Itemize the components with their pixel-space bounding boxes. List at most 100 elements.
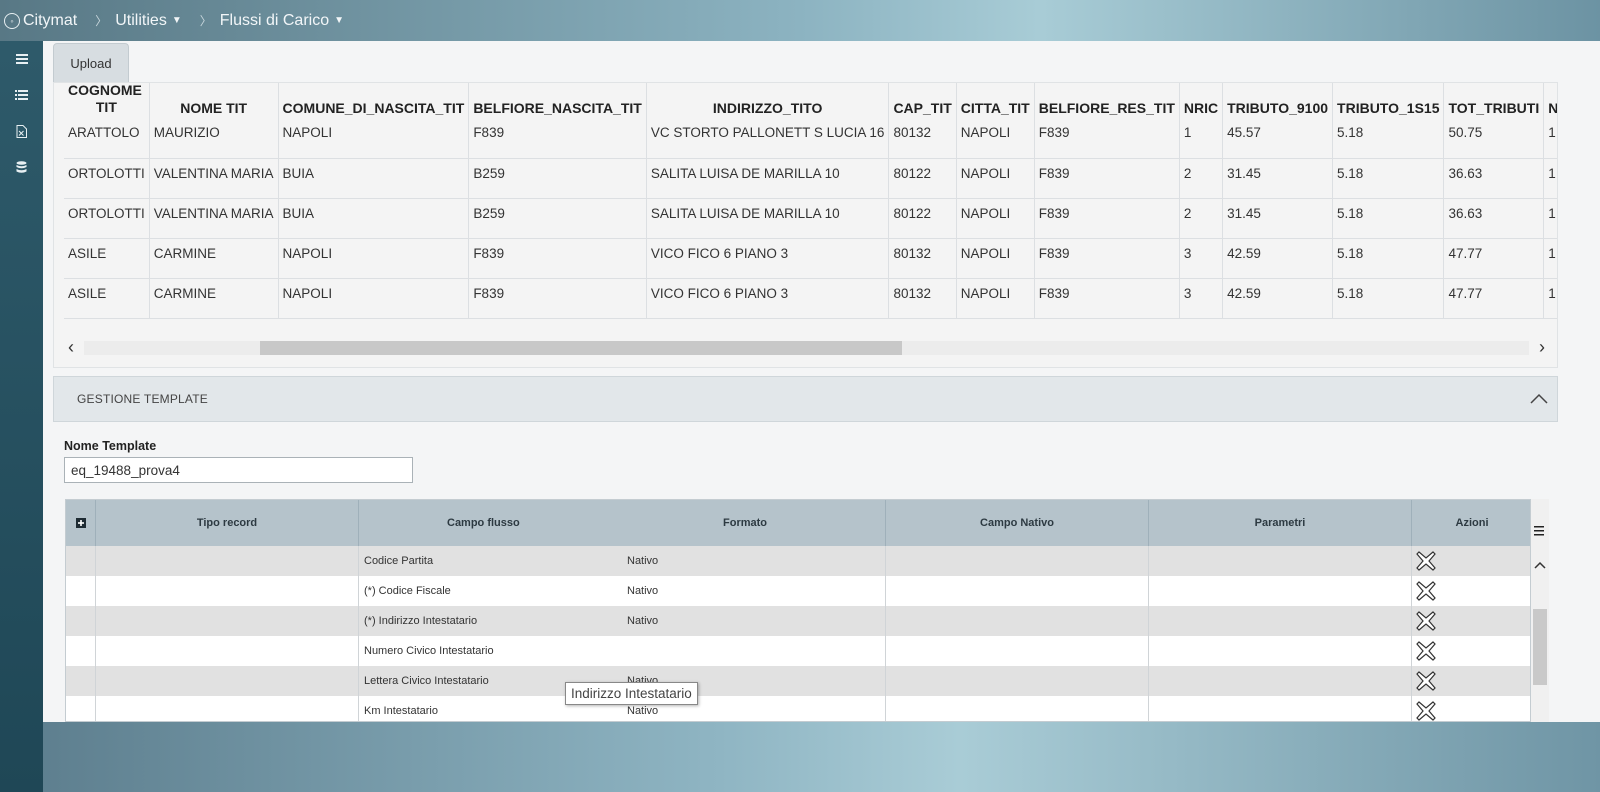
table-row[interactable]: ASILE CARMINE NAPOLI F839 VICO FICO 6 PIANO … xyxy=(64,238,1557,279)
cell: 2 xyxy=(1179,198,1224,239)
cell xyxy=(96,636,359,666)
cell: 80132 xyxy=(888,278,957,319)
database-icon[interactable] xyxy=(0,149,43,185)
cell: 42.59 xyxy=(1222,278,1334,319)
grid-menu-icon[interactable] xyxy=(1531,499,1549,545)
menu-flussi-di-carico[interactable]: Flussi di Carico ▼ xyxy=(220,12,344,30)
delete-icon[interactable] xyxy=(1412,576,1530,606)
row-handle[interactable] xyxy=(66,546,96,576)
column-header[interactable]: TRIBUTO_1S15 xyxy=(1332,83,1445,118)
formato-value: Nativo xyxy=(627,615,659,627)
column-header[interactable]: NOME TIT xyxy=(149,83,279,118)
table-row[interactable]: ORTOLOTTI VALENTINA MARIA BUIA B259 SALITA L… xyxy=(64,158,1557,199)
tooltip: Indirizzo Intestatario xyxy=(565,682,698,705)
table-row[interactable]: Km Intestatario Nativo xyxy=(66,696,1530,721)
column-header-azioni[interactable]: Azioni xyxy=(1455,517,1489,529)
cell: Km Intestatario Nativo xyxy=(359,696,886,721)
cell: (*) Indirizzo Intestatario Nativo xyxy=(359,606,886,636)
delete-icon[interactable] xyxy=(1412,636,1530,666)
cell: ORTOLOTTI xyxy=(64,158,150,199)
add-row-icon[interactable] xyxy=(66,500,96,546)
app-brand[interactable]: ◦ Citymat xyxy=(4,12,77,30)
column-header-tipo-record[interactable]: Tipo record xyxy=(96,500,359,546)
campo-flusso-value: Km Intestatario xyxy=(364,705,438,717)
horizontal-scrollbar[interactable]: ‹ › xyxy=(64,335,1549,359)
row-handle[interactable] xyxy=(66,696,96,721)
breadcrumb-separator-icon: 〉 xyxy=(199,14,212,28)
data-preview-panel: COGNOME TIT NOME TIT COMUNE_DI_NASCITA_TI… xyxy=(53,82,1558,368)
row-handle[interactable] xyxy=(66,666,96,696)
cell: 1 xyxy=(1179,118,1224,159)
table-row[interactable]: (*) Codice Fiscale Nativo xyxy=(66,576,1530,606)
scroll-left-icon[interactable]: ‹ xyxy=(68,337,74,357)
table-row[interactable]: ASILE CARMINE NAPOLI F839 VICO FICO 6 PIANO … xyxy=(64,278,1557,319)
menu-utilities[interactable]: Utilities ▼ xyxy=(115,12,181,30)
cell: NAPOLI xyxy=(278,238,470,279)
list-icon[interactable] xyxy=(0,77,43,113)
row-handle[interactable] xyxy=(66,576,96,606)
vertical-scrollbar[interactable] xyxy=(1531,499,1549,722)
cell: VICO FICO 6 PIANO 3 xyxy=(646,278,890,319)
column-header[interactable]: NRIC xyxy=(1179,83,1224,118)
gestione-template-header[interactable]: GESTIONE TEMPLATE xyxy=(53,376,1558,422)
scroll-up-icon[interactable] xyxy=(1534,561,1546,569)
cell: 42.59 xyxy=(1222,238,1334,279)
delete-icon[interactable] xyxy=(1412,666,1530,696)
grid-header: Tipo record Campo flusso Formato Campo N… xyxy=(66,500,1530,546)
table-row[interactable]: ORTOLOTTI VALENTINA MARIA BUIA B259 SALITA L… xyxy=(64,198,1557,239)
cell: Numero Civico Intestatario xyxy=(359,636,886,666)
scroll-thumb[interactable] xyxy=(1533,609,1547,685)
table-row[interactable]: ARATTOLO MAURIZIO NAPOLI F839 VC STORTO PALL… xyxy=(64,118,1557,159)
column-header[interactable]: COMUNE_DI_NASCITA_TIT xyxy=(278,83,470,118)
delete-icon[interactable] xyxy=(1412,606,1530,636)
column-header[interactable]: BELFIORE_RES_TIT xyxy=(1034,83,1180,118)
menu-utilities-label: Utilities xyxy=(115,11,167,29)
cell xyxy=(96,606,359,636)
cell: NAPOLI xyxy=(956,118,1035,159)
column-header-parametri[interactable]: Parametri xyxy=(1149,500,1412,546)
campo-flusso-value: Codice Partita xyxy=(364,555,434,567)
cell: NAPOLI xyxy=(278,278,470,319)
column-header-campo-flusso[interactable]: Campo flusso xyxy=(447,517,520,529)
tab-upload[interactable]: Upload xyxy=(53,43,129,83)
footer-band xyxy=(43,722,1600,792)
cell: ASILE xyxy=(64,238,150,279)
column-header[interactable]: TOT_TRIBUTI xyxy=(1443,83,1545,118)
column-header[interactable]: INDIRIZZO_TITO xyxy=(646,83,890,118)
section-title: GESTIONE TEMPLATE xyxy=(77,392,208,406)
table-row[interactable]: Codice Partita Nativo xyxy=(66,546,1530,576)
formato-value: Nativo xyxy=(627,555,659,567)
chevron-up-icon[interactable] xyxy=(1529,389,1549,409)
cell: F839 xyxy=(1034,118,1180,159)
cell xyxy=(1149,666,1412,696)
cell: (*) Codice Fiscale Nativo xyxy=(359,576,886,606)
cell: F839 xyxy=(1034,238,1180,279)
cell: VALENTINA MARIA xyxy=(149,158,279,199)
row-handle[interactable] xyxy=(66,636,96,666)
cell: VC STORTO PALLONETT S LUCIA 16 xyxy=(646,118,890,159)
column-header[interactable]: CITTA_TIT xyxy=(956,83,1035,118)
excel-file-icon[interactable] xyxy=(0,113,43,149)
column-header-campo-nativo[interactable]: Campo Nativo xyxy=(886,500,1149,546)
column-header[interactable]: BELFIORE_NASCITA_TIT xyxy=(468,83,647,118)
column-header[interactable]: CAP_TIT xyxy=(888,83,957,118)
column-header-formato[interactable]: Formato xyxy=(723,517,767,529)
column-header[interactable]: TRIBUTO_9100 xyxy=(1222,83,1334,118)
cell: 5.18 xyxy=(1332,278,1445,319)
delete-icon[interactable] xyxy=(1412,696,1530,721)
cell: 31.45 xyxy=(1222,198,1334,239)
cell: 80132 xyxy=(888,238,957,279)
scroll-thumb[interactable] xyxy=(260,341,902,355)
column-header[interactable]: COGNOME TIT xyxy=(64,83,150,118)
table-row[interactable]: (*) Indirizzo Intestatario Nativo xyxy=(66,606,1530,636)
scroll-right-icon[interactable]: › xyxy=(1539,337,1545,357)
nome-template-input[interactable] xyxy=(64,457,413,483)
table-row[interactable]: Lettera Civico Intestatario Nativo xyxy=(66,666,1530,696)
cell: 47.77 xyxy=(1443,238,1545,279)
column-header[interactable]: NI xyxy=(1548,100,1558,116)
table-row[interactable]: Numero Civico Intestatario xyxy=(66,636,1530,666)
delete-icon[interactable] xyxy=(1412,546,1530,576)
column-header-campo-formato: Campo flusso Formato xyxy=(359,500,886,546)
row-handle[interactable] xyxy=(66,606,96,636)
menu-icon[interactable] xyxy=(0,41,43,77)
